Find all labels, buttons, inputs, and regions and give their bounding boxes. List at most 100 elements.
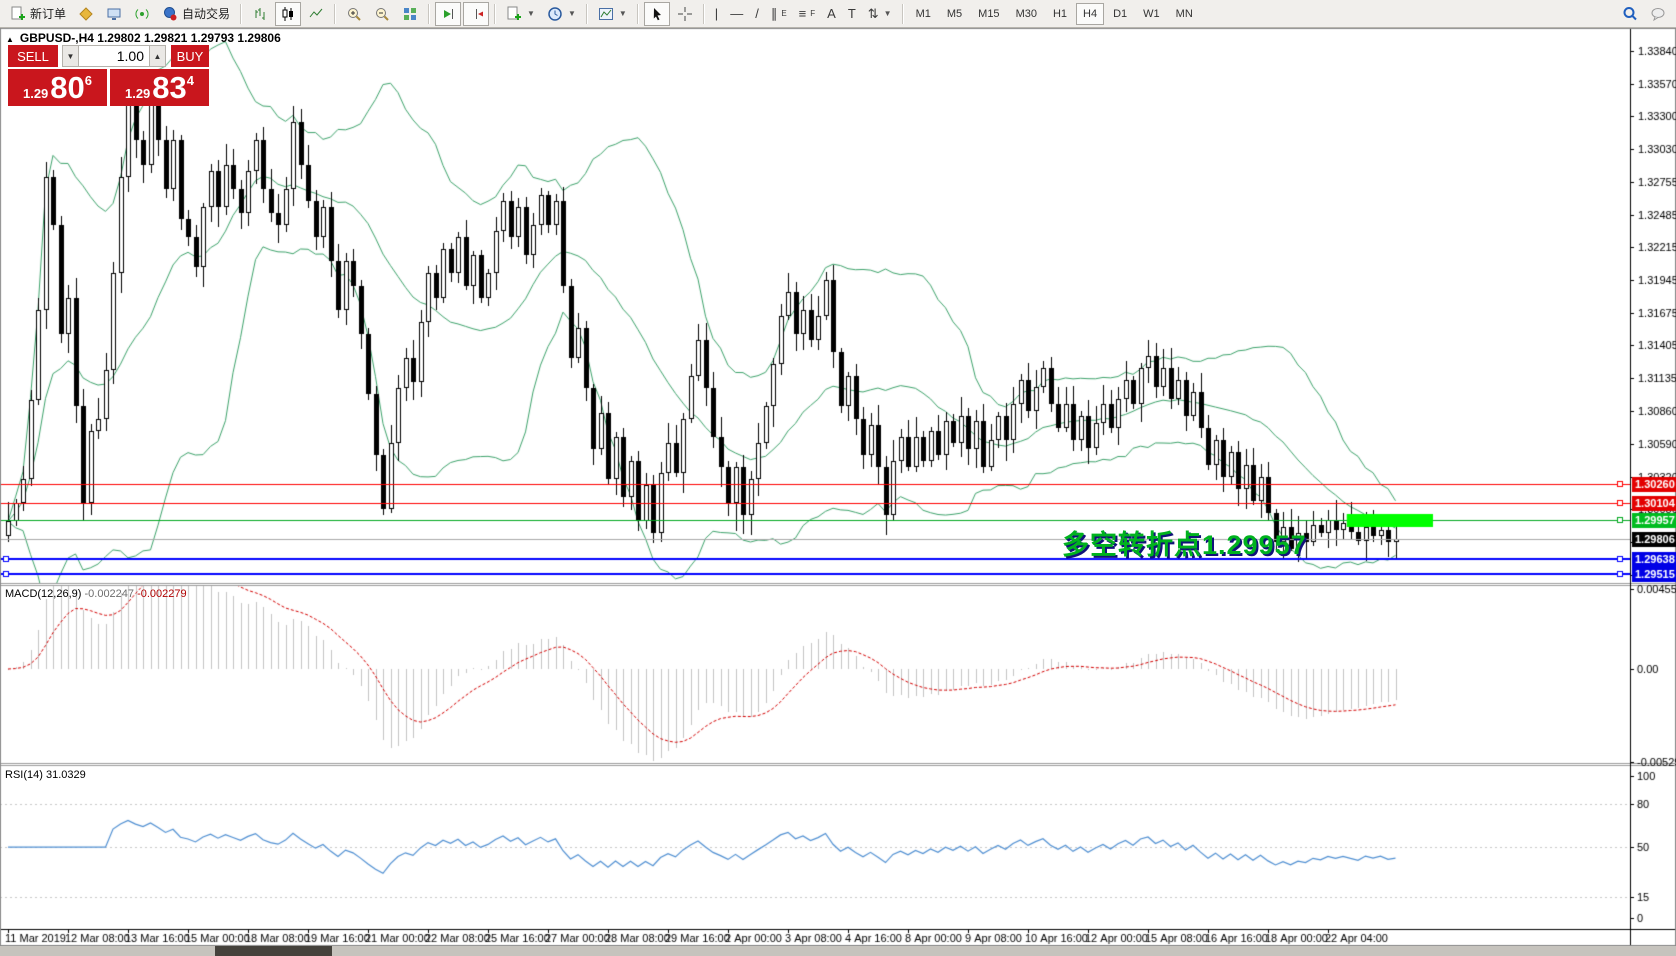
chevron-down-icon: ▼ xyxy=(883,9,892,18)
horizontal-line-button[interactable]: — xyxy=(725,2,748,26)
text-label-icon: T xyxy=(847,6,856,21)
macd-label: MACD(12,26,9) -0.002247 -0.002279 xyxy=(5,588,187,600)
market-button[interactable] xyxy=(101,2,127,26)
one-click-trading-panel: SELL ▼ ▲ BUY 1.29 80 6 1.29 83 4 xyxy=(8,45,209,106)
text-icon: A xyxy=(827,6,836,21)
chart-title-text: GBPUSD-,H4 1.29802 1.29821 1.29793 1.298… xyxy=(19,31,281,45)
trendline-icon: / xyxy=(755,6,759,21)
vertical-line-icon: | xyxy=(714,6,719,21)
cursor-button[interactable] xyxy=(643,1,670,26)
monitor-icon xyxy=(106,6,122,22)
zoom-out-button[interactable] xyxy=(369,2,395,26)
templates-button[interactable]: ▼ xyxy=(593,2,632,26)
bar-chart-button[interactable] xyxy=(247,2,273,26)
globe-icon xyxy=(162,6,178,22)
chat-icon xyxy=(1650,6,1666,22)
toolbar-separator xyxy=(428,3,431,24)
buy-price-base: 1.29 xyxy=(124,86,151,101)
arrows-button[interactable]: ⇅ ▼ xyxy=(863,2,897,26)
zoom-out-icon xyxy=(374,6,390,22)
macd-value-main: -0.002247 xyxy=(84,588,135,600)
taskbar-item[interactable] xyxy=(215,946,332,956)
buy-price[interactable]: 1.29 83 4 xyxy=(110,69,209,106)
metaeditor-icon xyxy=(78,6,94,22)
toolbar-separator xyxy=(702,3,705,24)
toolbar-separator xyxy=(585,3,588,24)
tile-windows-button[interactable] xyxy=(397,2,423,26)
tab-timeframe-m30[interactable]: M30 xyxy=(1015,7,1037,20)
chevron-up-icon: ▲ xyxy=(153,51,162,61)
tab-timeframe-h1[interactable]: H1 xyxy=(1052,7,1068,20)
indicators-button[interactable]: ▼ xyxy=(501,2,540,26)
channel-icon: ∥ xyxy=(770,6,778,21)
fibonacci-icon: ≡ xyxy=(798,6,807,21)
fibonacci-button[interactable]: ≡ F xyxy=(798,6,816,21)
buy-price-big: 83 xyxy=(152,70,187,105)
sell-price-big: 80 xyxy=(50,70,85,105)
tab-timeframe-mn[interactable]: MN xyxy=(1175,7,1193,20)
bar-chart-icon xyxy=(252,6,268,22)
signal-waves-icon xyxy=(134,6,150,22)
crosshair-button[interactable] xyxy=(672,2,698,26)
trendline-button[interactable]: / xyxy=(750,2,764,26)
taskbar-strip xyxy=(0,946,1676,956)
tab-timeframe-m1[interactable]: M1 xyxy=(915,7,931,20)
line-chart-button[interactable] xyxy=(303,2,329,26)
chevron-down-icon: ▼ xyxy=(618,9,627,18)
signals-button[interactable] xyxy=(129,2,155,26)
text-label-button[interactable]: T xyxy=(843,2,861,26)
lot-increase-button[interactable]: ▲ xyxy=(149,45,166,67)
periods-button[interactable]: ▼ xyxy=(542,2,581,26)
annotation-text[interactable]: 多空转折点1.29957 xyxy=(1062,530,1307,560)
macd-value-signal: -0.002279 xyxy=(137,588,187,600)
chevron-down-icon: ▼ xyxy=(527,9,535,18)
sell-price[interactable]: 1.29 80 6 xyxy=(8,69,107,106)
sell-button[interactable]: SELL xyxy=(8,45,58,67)
tab-timeframe-d1[interactable]: D1 xyxy=(1113,7,1128,20)
equidistant-channel-button[interactable]: ∥ E xyxy=(770,6,787,21)
auto-scroll-button[interactable] xyxy=(435,1,462,26)
candlestick-chart-button[interactable] xyxy=(275,1,302,26)
chat-button[interactable] xyxy=(1645,2,1671,26)
crosshair-icon xyxy=(677,6,693,22)
buy-button[interactable]: BUY xyxy=(171,45,209,67)
chevron-down-icon: ▼ xyxy=(567,9,576,18)
template-icon xyxy=(598,6,614,22)
toolbar-separator xyxy=(901,3,904,24)
macd-name: MACD(12,26,9) xyxy=(5,588,82,600)
vertical-line-button[interactable]: | xyxy=(710,2,723,26)
toolbar-separator xyxy=(636,3,639,24)
metaeditor-button[interactable] xyxy=(73,2,99,26)
autotrading-button[interactable]: 自动交易 xyxy=(157,2,235,26)
chart-shift-icon xyxy=(468,6,484,22)
new-order-button[interactable]: 新订单 xyxy=(5,2,71,26)
chart-title: ▲ GBPUSD-,H4 1.29802 1.29821 1.29793 1.29… xyxy=(6,31,281,45)
tab-timeframe-w1[interactable]: W1 xyxy=(1143,7,1160,20)
tab-timeframe-m5[interactable]: M5 xyxy=(946,7,963,20)
collapse-icon[interactable]: ▲ xyxy=(6,35,14,44)
zoom-in-icon xyxy=(346,6,362,22)
sell-price-base: 1.29 xyxy=(22,86,49,101)
lot-input[interactable] xyxy=(79,45,149,67)
text-button[interactable]: A xyxy=(822,2,841,26)
clock-icon xyxy=(547,6,563,22)
new-order-label: 新订单 xyxy=(30,7,67,21)
sell-price-pip: 6 xyxy=(84,73,93,88)
line-chart-icon xyxy=(308,6,324,22)
arrows-icon: ⇅ xyxy=(867,6,879,21)
toolbar-separator xyxy=(494,3,497,24)
chart-shift-button[interactable] xyxy=(463,1,490,26)
toolbar-separator xyxy=(334,3,337,24)
tab-timeframe-m15[interactable]: M15 xyxy=(978,7,1000,20)
cursor-icon xyxy=(649,6,665,22)
tab-timeframe-h4[interactable]: H4 xyxy=(1076,2,1105,25)
lot-decrease-button[interactable]: ▼ xyxy=(62,45,79,67)
search-button[interactable] xyxy=(1617,2,1643,26)
search-icon xyxy=(1622,6,1638,22)
rsi-label: RSI(14) 31.0329 xyxy=(5,769,86,781)
zoom-in-button[interactable] xyxy=(341,2,367,26)
indicators-icon xyxy=(506,6,522,22)
toolbar: 新订单 自动交易 xyxy=(0,0,1676,28)
autotrading-label: 自动交易 xyxy=(182,7,231,21)
